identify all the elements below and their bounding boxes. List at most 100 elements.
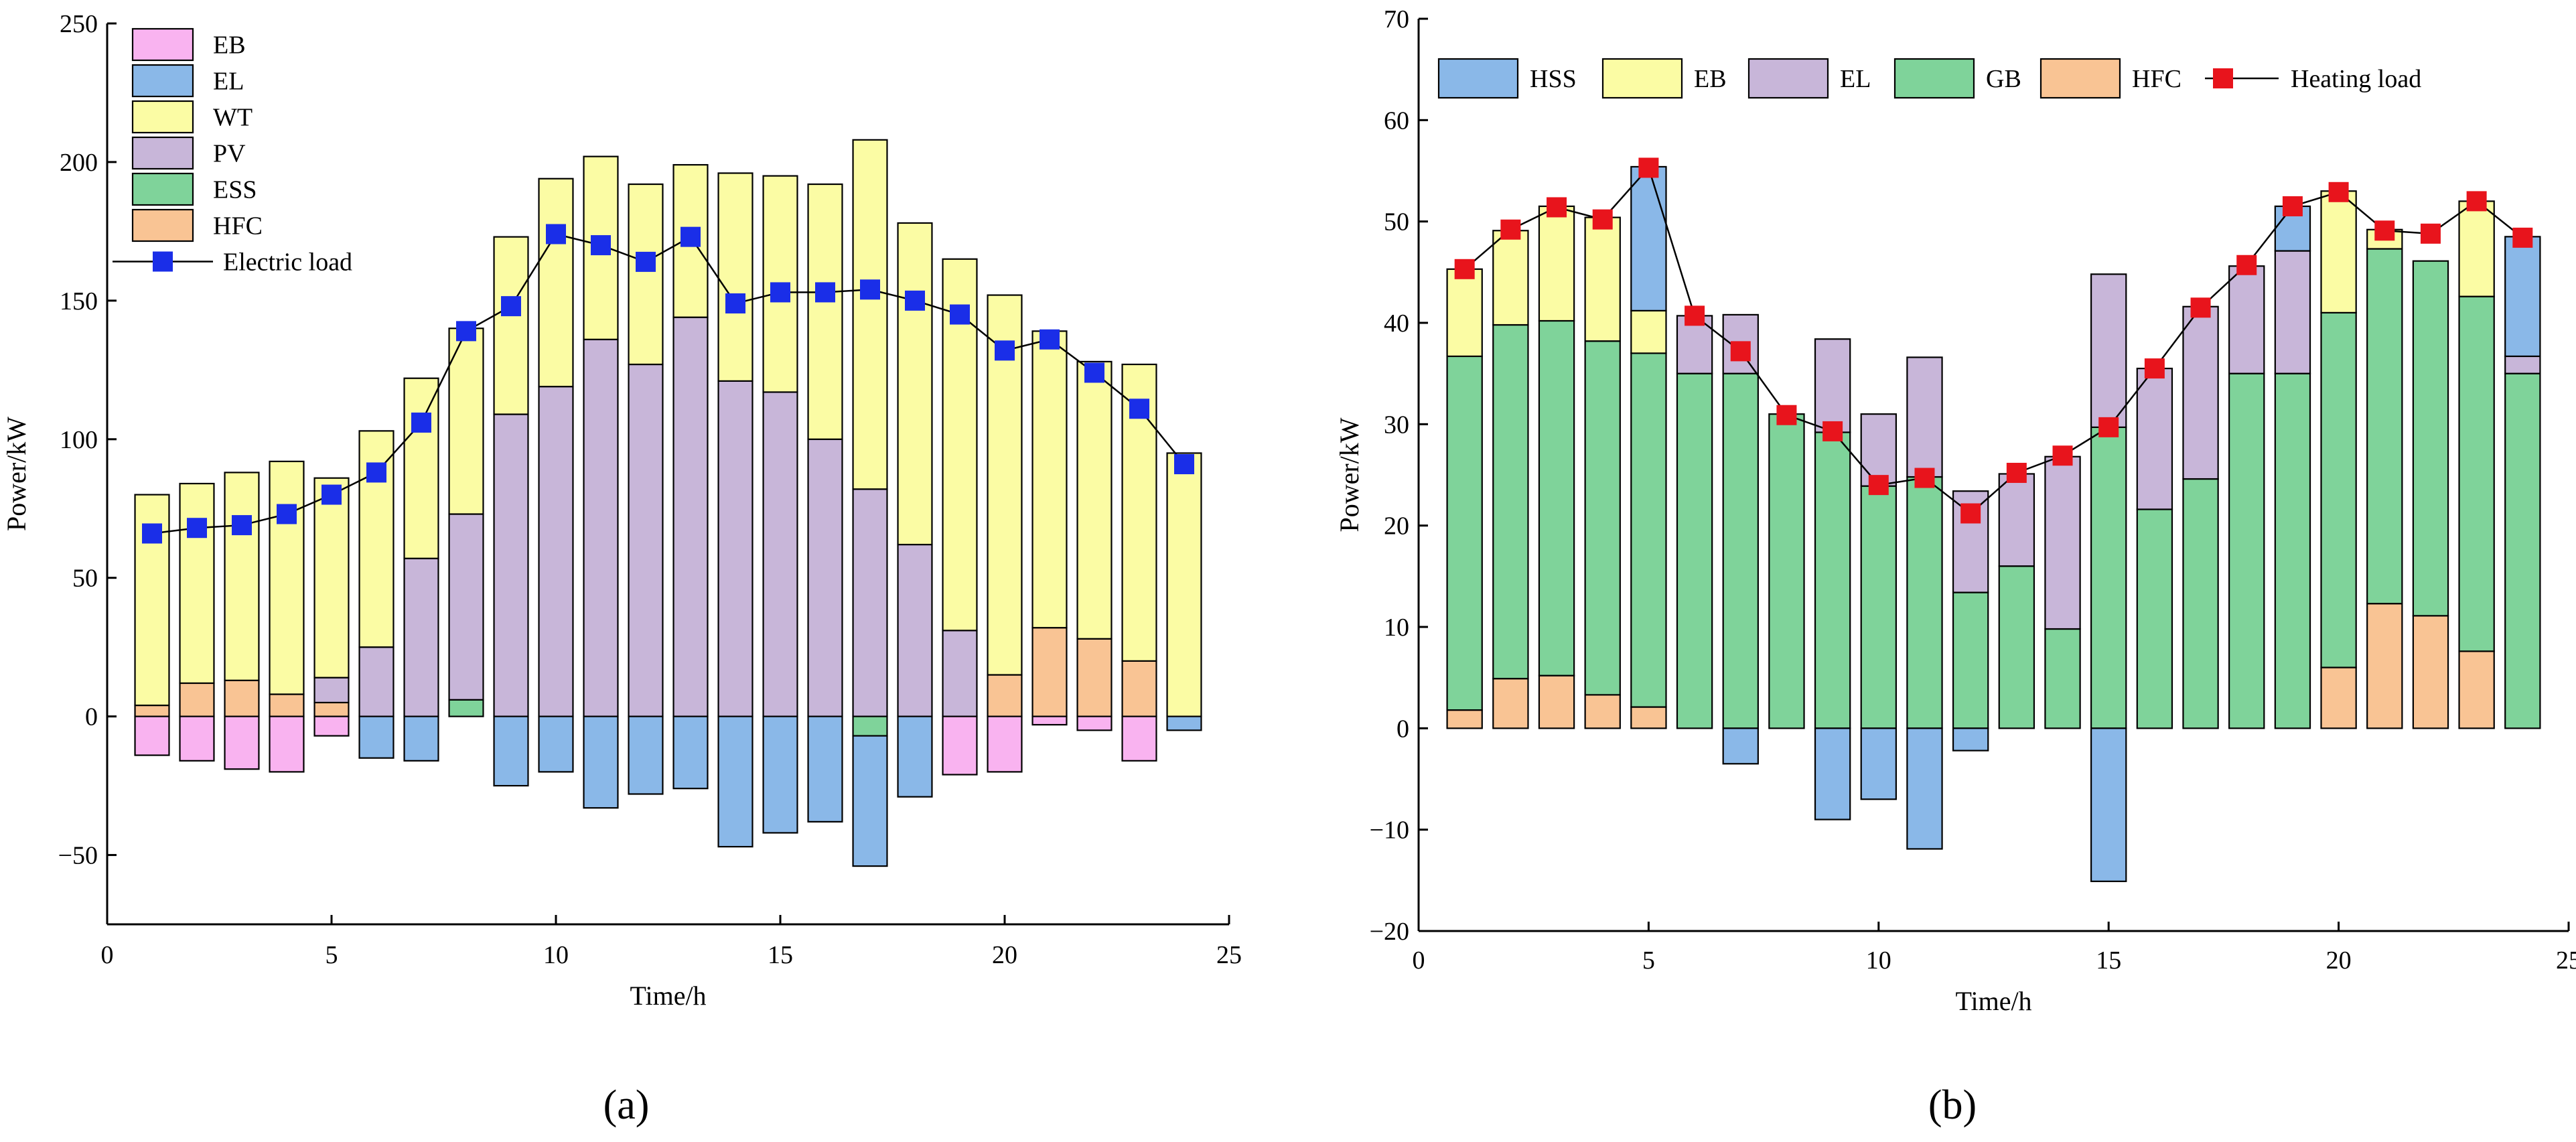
chart-a-legend-label-el: EL — [213, 68, 244, 96]
chart-a-load-marker-h18 — [905, 290, 925, 311]
chart-a-bar-wt-h7 — [403, 377, 439, 559]
chart-b-bar-el-h14 — [2044, 455, 2081, 630]
chart-a-bar-hfc-h4 — [269, 693, 305, 717]
chart-a-bar-el-h16 — [807, 715, 843, 823]
chart-b-bar-gb-h4 — [1584, 340, 1621, 696]
chart-a-bar-el-h14 — [717, 715, 754, 848]
chart-b-bar-hss-h12 — [1952, 727, 1989, 752]
chart-a-bar-el-h9 — [493, 715, 529, 787]
chart-b-load-marker-h24 — [2512, 227, 2533, 248]
chart-b-legend-label-gb: GB — [1986, 65, 2021, 93]
chart-b-bar-eb-h1 — [1446, 268, 1483, 358]
chart-b-bar-eb-h3 — [1538, 205, 1575, 322]
chart-b-legend-swatch-gb — [1893, 58, 1975, 99]
chart-b-bar-eb-h2 — [1492, 230, 1529, 326]
chart-b-bar-hfc-h21 — [2366, 603, 2403, 729]
chart-a-bar-el-h7 — [403, 715, 439, 762]
chart-b-bar-el-h19 — [2274, 250, 2311, 374]
chart-b-load-marker-h19 — [2282, 196, 2303, 216]
chart-a-bar-wt-h9 — [493, 236, 529, 415]
chart-a-bar-pv-h10 — [538, 386, 574, 717]
chart-a-load-marker-h12 — [636, 251, 656, 272]
chart-a-legend-label-hfc: HFC — [213, 212, 263, 240]
chart-a-bar-wt-h24 — [1166, 452, 1202, 717]
chart-a-y-tick-label: 150 — [60, 287, 98, 315]
chart-a-bar-el-h15 — [762, 715, 798, 834]
chart-a-load-marker-h13 — [681, 226, 701, 247]
chart-a-bar-eb-h22 — [1076, 715, 1113, 731]
chart-b-x-tick-label: 10 — [1866, 946, 1891, 975]
chart-a-bar-wt-h16 — [807, 183, 843, 440]
chart-b-y-tick-label: 60 — [1384, 106, 1409, 135]
chart-b-bar-gb-h18 — [2228, 372, 2265, 729]
chart-b-bar-gb-h19 — [2274, 372, 2311, 729]
panel-label-a: (a) — [603, 1082, 650, 1128]
chart-a-load-marker-h10 — [546, 224, 566, 244]
chart-a-load-marker-h8 — [456, 321, 476, 342]
chart-b-bar-gb-h11 — [1906, 476, 1943, 729]
chart-a-bar-hfc-h5 — [313, 701, 350, 717]
chart-a-bar-hfc-h20 — [987, 674, 1023, 717]
chart-a-load-marker-h16 — [815, 282, 835, 303]
chart-b-legend-label-heating-load: Heating load — [2291, 65, 2421, 93]
chart-a-load-marker-h22 — [1084, 362, 1104, 383]
chart-b-load-marker-h5 — [1638, 157, 1659, 178]
chart-a-bar-pv-h18 — [897, 543, 933, 717]
chart-a-load-marker-h19 — [950, 304, 970, 325]
chart-a-bar-pv-h19 — [942, 630, 978, 717]
chart-b-bar-gb-h12 — [1952, 591, 1989, 729]
chart-b-x-tick-label: 0 — [1413, 946, 1425, 975]
chart-b-legend-label-hss: HSS — [1530, 65, 1577, 93]
chart-a-load-marker-h20 — [995, 340, 1015, 361]
chart-a-load-marker-h3 — [232, 515, 252, 536]
chart-b-load-marker-h1 — [1454, 259, 1475, 279]
chart-a-legend-swatch-hfc — [131, 208, 194, 242]
chart-b-load-marker-h7 — [1730, 341, 1751, 362]
chart-b-bar-hfc-h2 — [1492, 678, 1529, 729]
chart-a-bar-pv-h16 — [807, 438, 843, 717]
chart-b-legend-swatch-eb — [1601, 58, 1683, 99]
chart-b-load-marker-h21 — [2374, 220, 2395, 241]
chart-b-bar-eb-h23 — [2458, 200, 2495, 297]
chart-a-y-tick-label: 0 — [85, 703, 98, 731]
chart-a-bar-pv-h5 — [313, 676, 350, 704]
chart-a-legend-label-ess: ESS — [213, 176, 257, 204]
chart-a-legend-swatch-wt — [131, 100, 194, 134]
chart-b-bar-el-h17 — [2182, 305, 2219, 480]
chart-b-load-marker-h10 — [1868, 475, 1889, 496]
chart-a-legend-swatch-ess — [131, 172, 194, 206]
chart-a-bar-el-h24 — [1166, 715, 1202, 731]
chart-a-bar-wt-h14 — [717, 172, 754, 382]
chart-b-bar-gb-h9 — [1814, 431, 1851, 729]
chart-a-bar-wt-h10 — [538, 177, 574, 388]
chart-b-legend-label-eb: EB — [1694, 65, 1727, 93]
chart-a-load-marker-h7 — [411, 412, 431, 433]
chart-b-y-tick-label: 10 — [1384, 614, 1409, 642]
chart-b-bar-el-h24 — [2504, 355, 2541, 374]
chart-b-bar-eb-h5 — [1630, 309, 1667, 354]
chart-b-y-tick-label: 70 — [1384, 5, 1409, 33]
chart-b-bar-hss-h24 — [2504, 236, 2541, 358]
chart-b-bar-gb-h14 — [2044, 628, 2081, 729]
chart-b-y-tick-label: 20 — [1384, 512, 1409, 541]
chart-b-load-marker-h18 — [2236, 255, 2257, 275]
chart-a-bar-pv-h14 — [717, 380, 754, 717]
chart-b-legend-label-el: EL — [1840, 65, 1871, 93]
chart-a-legend-label-wt: WT — [213, 104, 253, 132]
chart-a-x-tick-label: 5 — [326, 941, 338, 969]
chart-a-x-tick-label: 25 — [1216, 941, 1242, 969]
chart-b-bar-gb-h24 — [2504, 372, 2541, 729]
chart-a-bar-hfc-h2 — [179, 682, 215, 717]
chart-b-bar-gb-h10 — [1860, 485, 1897, 729]
chart-a-y-tick-label: 200 — [60, 149, 98, 177]
chart-a-x-tick-label: 20 — [992, 941, 1017, 969]
chart-b-bar-gb-h8 — [1768, 413, 1805, 729]
chart-a-load-marker-h2 — [187, 518, 207, 539]
chart-a-bar-hfc-h23 — [1121, 660, 1157, 717]
chart-b-load-marker-h16 — [2144, 358, 2165, 379]
chart-b-load-marker-h6 — [1685, 305, 1705, 326]
chart-b-bar-hfc-h1 — [1446, 709, 1483, 729]
chart-b-x-tick-label: 20 — [2326, 946, 2352, 975]
chart-b-legend-label-hfc: HFC — [2132, 65, 2181, 93]
chart-b-y-tick-label: 40 — [1384, 309, 1409, 338]
